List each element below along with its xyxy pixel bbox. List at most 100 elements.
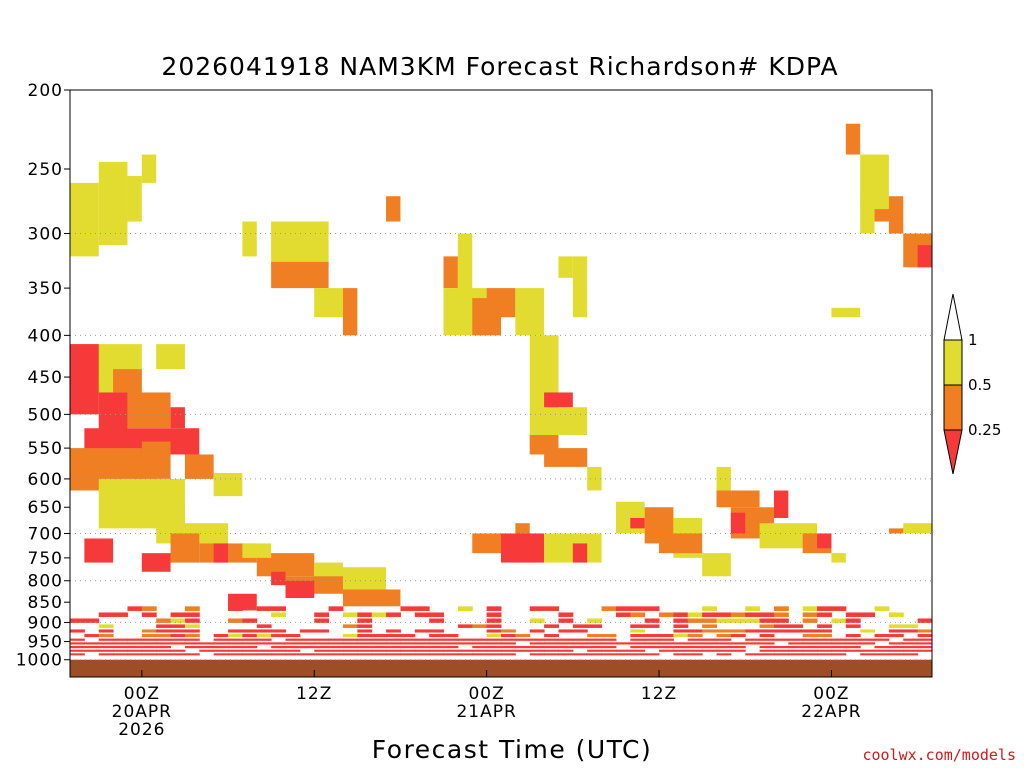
bl-cell-40 <box>141 649 157 652</box>
plot-frame <box>69 89 933 678</box>
bl-cell-122 <box>299 653 315 656</box>
bl-cell-344 <box>730 612 746 617</box>
bl-cell-405 <box>831 618 847 623</box>
heatmap-cell-77 <box>888 221 904 234</box>
bl-cell-199 <box>443 653 459 656</box>
bl-cell-358 <box>759 612 775 617</box>
heatmap-cell-58 <box>572 543 588 563</box>
bl-cell-7 <box>84 618 100 623</box>
bl-cell-274 <box>601 638 617 641</box>
bl-cell-326 <box>702 606 717 611</box>
bl-cell-391 <box>802 646 818 649</box>
bl-cell-178 <box>414 612 430 617</box>
heatmap-cell-64 <box>702 553 731 577</box>
bl-cell-149 <box>357 634 373 638</box>
bl-cell-73 <box>213 634 229 638</box>
bl-cell-319 <box>687 629 703 633</box>
heatmap-cell-65 <box>716 490 760 508</box>
bl-cell-436 <box>888 646 904 649</box>
bl-cell-322 <box>687 642 703 645</box>
bl-cell-407 <box>831 642 847 645</box>
bl-cell-21 <box>113 612 128 617</box>
bl-cell-169 <box>386 653 401 656</box>
bl-cell-337 <box>716 629 732 633</box>
bl-cell-256 <box>558 649 574 652</box>
bl-cell-26 <box>113 653 128 656</box>
bl-cell-212 <box>486 606 502 611</box>
bl-cell-417 <box>845 646 861 649</box>
bl-cell-376 <box>773 653 789 656</box>
heatmap-cell-5 <box>156 344 185 370</box>
bl-cell-298 <box>644 638 660 641</box>
heatmap-cell-15 <box>184 454 214 479</box>
bl-cell-4 <box>70 646 85 649</box>
bl-cell-48 <box>156 646 172 649</box>
heatmap-cell-56 <box>472 533 501 554</box>
heatmap-cells <box>70 123 932 677</box>
bl-cell-219 <box>486 642 502 645</box>
bl-cell-136 <box>328 653 344 656</box>
bl-cell-438 <box>888 653 904 656</box>
bl-cell-356 <box>745 642 761 645</box>
bl-cell-113 <box>285 638 301 641</box>
bl-cell-131 <box>328 606 344 611</box>
bl-cell-377 <box>788 624 804 628</box>
heatmap-cell-52 <box>558 407 588 435</box>
bl-cell-388 <box>802 634 818 638</box>
bl-cell-334 <box>702 649 717 652</box>
heatmap-cell-44 <box>486 288 516 318</box>
bl-cell-97 <box>256 624 272 628</box>
bl-cell-300 <box>644 646 660 649</box>
bl-cell-242 <box>544 606 559 611</box>
bl-cell-79 <box>228 606 243 611</box>
bl-cell-332 <box>702 642 717 645</box>
bl-cell-333 <box>702 646 717 649</box>
heatmap-cell-67 <box>716 466 731 491</box>
bl-cell-352 <box>745 612 761 617</box>
bl-cell-91 <box>242 638 258 641</box>
bl-cell-439 <box>903 624 919 628</box>
bl-cell-265 <box>587 624 603 628</box>
heatmap-cell-29 <box>141 553 171 572</box>
bl-cell-150 <box>357 638 373 641</box>
bl-cell-206 <box>472 624 488 628</box>
bl-cell-267 <box>587 638 603 641</box>
heatmap-cell-7 <box>98 392 128 435</box>
bl-cell-92 <box>242 642 258 645</box>
bl-cell-403 <box>817 653 832 656</box>
bl-cell-291 <box>630 646 646 649</box>
bl-cell-307 <box>659 649 674 652</box>
bl-cell-25 <box>113 649 128 652</box>
bl-cell-239 <box>529 646 545 649</box>
bl-cell-12 <box>98 612 114 617</box>
bl-cell-251 <box>558 618 574 623</box>
bl-cell-63 <box>184 624 200 628</box>
bl-cell-86 <box>228 649 243 652</box>
colorbar-label-2: 0.25 <box>968 421 1001 439</box>
bl-cell-195 <box>443 638 459 641</box>
bl-cell-210 <box>472 649 488 652</box>
bl-cell-410 <box>831 653 847 656</box>
y-tick-label-250: 250 <box>28 160 63 180</box>
bl-cell-137 <box>342 612 358 617</box>
bl-cell-6 <box>70 653 85 656</box>
bl-cell-409 <box>831 649 847 652</box>
bl-cell-343 <box>716 653 732 656</box>
bl-cell-46 <box>156 638 172 641</box>
bl-cell-399 <box>817 638 832 641</box>
heatmap-cell-47 <box>558 256 573 278</box>
bl-cell-10 <box>84 646 100 649</box>
bl-cell-250 <box>558 612 574 617</box>
bl-cell-231 <box>515 638 531 641</box>
bl-cell-69 <box>184 653 200 656</box>
bl-cell-78 <box>213 653 229 656</box>
heatmap-cell-19 <box>213 472 243 497</box>
bl-cell-141 <box>342 642 358 645</box>
bl-cell-285 <box>630 612 646 617</box>
bl-cell-194 <box>443 634 459 638</box>
bl-cell-158 <box>371 642 387 645</box>
bl-cell-395 <box>817 612 832 617</box>
heatmap-cell-53 <box>587 466 602 491</box>
bl-cell-394 <box>817 606 832 611</box>
bl-cell-185 <box>429 612 445 617</box>
